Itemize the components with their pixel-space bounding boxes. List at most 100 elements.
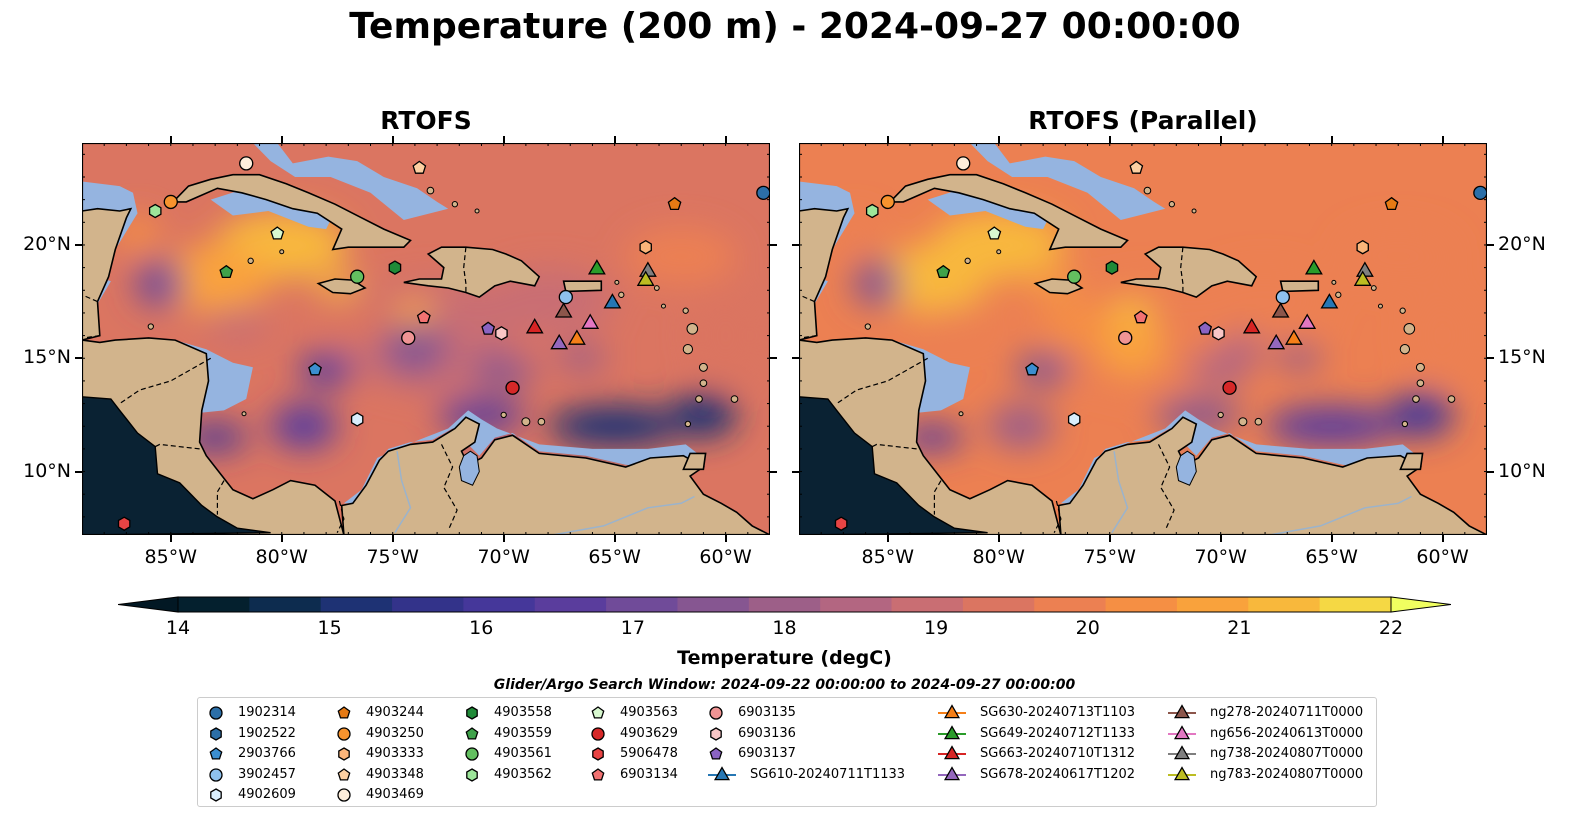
island <box>451 201 459 208</box>
legend-marker <box>591 706 605 719</box>
island <box>1191 208 1197 214</box>
legend-marker-circle <box>209 767 223 782</box>
major-tick <box>502 535 505 542</box>
colorbar-segment <box>392 597 465 612</box>
platform-ng278-20240711t0000 <box>554 302 573 318</box>
island <box>1254 417 1263 426</box>
platform-3902457 <box>1275 289 1290 305</box>
island <box>1238 417 1248 427</box>
lon-tick-label: 80°W <box>972 546 1025 568</box>
legend-marker <box>209 747 223 760</box>
legend-marker-triangle <box>1173 765 1191 780</box>
major-tick <box>792 470 799 473</box>
legend-item-label: 4903561 <box>494 746 552 761</box>
platform-1902314 <box>1473 185 1488 200</box>
legend-item-label: 1902522 <box>238 725 296 741</box>
country-border <box>463 247 467 293</box>
island <box>279 249 285 255</box>
legend-marker-triangle <box>943 745 961 760</box>
major-tick <box>1441 535 1444 542</box>
legend-marker <box>337 706 351 719</box>
colorbar-segment <box>820 597 893 612</box>
temperature-patch <box>298 352 354 387</box>
legend-marker <box>337 788 351 802</box>
legend-item-label: 6903137 <box>738 746 796 761</box>
major-tick <box>1219 535 1222 542</box>
legend-marker <box>1168 745 1196 760</box>
platform-2903766 <box>1025 362 1039 376</box>
island <box>537 417 546 426</box>
major-tick <box>1487 357 1494 360</box>
platform-4903244 <box>1384 196 1399 211</box>
temperature-patch <box>1273 344 1323 372</box>
major-tick <box>169 136 172 143</box>
platform-4903558 <box>1105 260 1119 275</box>
colorbar-segment <box>249 597 322 612</box>
legend-marker <box>710 726 722 741</box>
legend-item-label: 4902609 <box>238 787 296 802</box>
country-border <box>119 357 211 405</box>
country-border <box>82 294 98 303</box>
island <box>1370 285 1377 291</box>
colorbar-segment <box>1034 597 1107 612</box>
map-frame <box>798 142 1488 536</box>
platform-4903469 <box>956 156 971 171</box>
temperature-patch <box>1109 299 1155 327</box>
land <box>82 143 133 341</box>
country-border <box>933 480 942 515</box>
platform-4903558 <box>388 260 402 275</box>
temperature-patch <box>556 344 606 372</box>
island <box>698 362 708 372</box>
legend-marker <box>210 726 222 741</box>
island <box>1331 279 1337 285</box>
temperature-patch <box>921 307 988 342</box>
platform-4903333 <box>1356 239 1369 255</box>
country-border <box>154 443 200 450</box>
platform-4903348 <box>412 160 427 174</box>
shallow-shelf <box>927 186 1050 230</box>
legend-marker-triangle <box>713 765 731 780</box>
legend-marker-circle <box>337 788 351 802</box>
shallow-shelf <box>210 186 333 230</box>
platform-6903134 <box>1133 310 1148 324</box>
major-tick <box>997 136 1000 143</box>
panel-title-rtofs: RTOFS <box>380 106 472 135</box>
colorbar-tick-label: 20 <box>1075 617 1100 639</box>
river <box>552 495 695 535</box>
platform-4903562 <box>148 203 162 219</box>
platform-ng783-20240807t0000 <box>636 270 655 286</box>
island <box>614 279 620 285</box>
colorbar-tick-label: 18 <box>772 617 797 639</box>
island <box>1447 395 1456 403</box>
legend-marker <box>708 765 736 780</box>
temperature-patch <box>270 403 338 449</box>
legend-marker-triangle <box>943 724 961 739</box>
legend-item-label: 1902314 <box>238 705 296 720</box>
land <box>1120 246 1258 298</box>
legend-marker-pentagon <box>591 767 605 781</box>
major-tick <box>1487 470 1494 473</box>
island <box>247 257 254 264</box>
major-tick <box>886 535 889 542</box>
colorbar-extend-max <box>1390 596 1452 613</box>
legend-item-label: 4903244 <box>366 705 424 720</box>
temperature-patch <box>1187 352 1254 387</box>
platform-4902609 <box>1067 412 1081 427</box>
colorbar-segment <box>1105 597 1178 612</box>
temperature-patch <box>381 318 449 376</box>
major-tick <box>1108 136 1111 143</box>
platform-6903137 <box>481 321 496 335</box>
legend-marker <box>592 747 604 761</box>
major-tick <box>770 357 777 360</box>
legend-marker <box>938 704 966 719</box>
island <box>1399 307 1406 314</box>
island <box>864 323 871 330</box>
major-tick <box>391 136 394 143</box>
legend-marker-pentagon <box>465 726 479 740</box>
colorbar-segment <box>463 597 536 612</box>
platform-6903136 <box>1212 326 1225 341</box>
legend-marker-triangle <box>943 765 961 780</box>
legend-marker <box>1168 704 1196 719</box>
platform-6903137 <box>1198 321 1213 335</box>
legend-item-label: SG663-20240710T1312 <box>980 746 1136 761</box>
